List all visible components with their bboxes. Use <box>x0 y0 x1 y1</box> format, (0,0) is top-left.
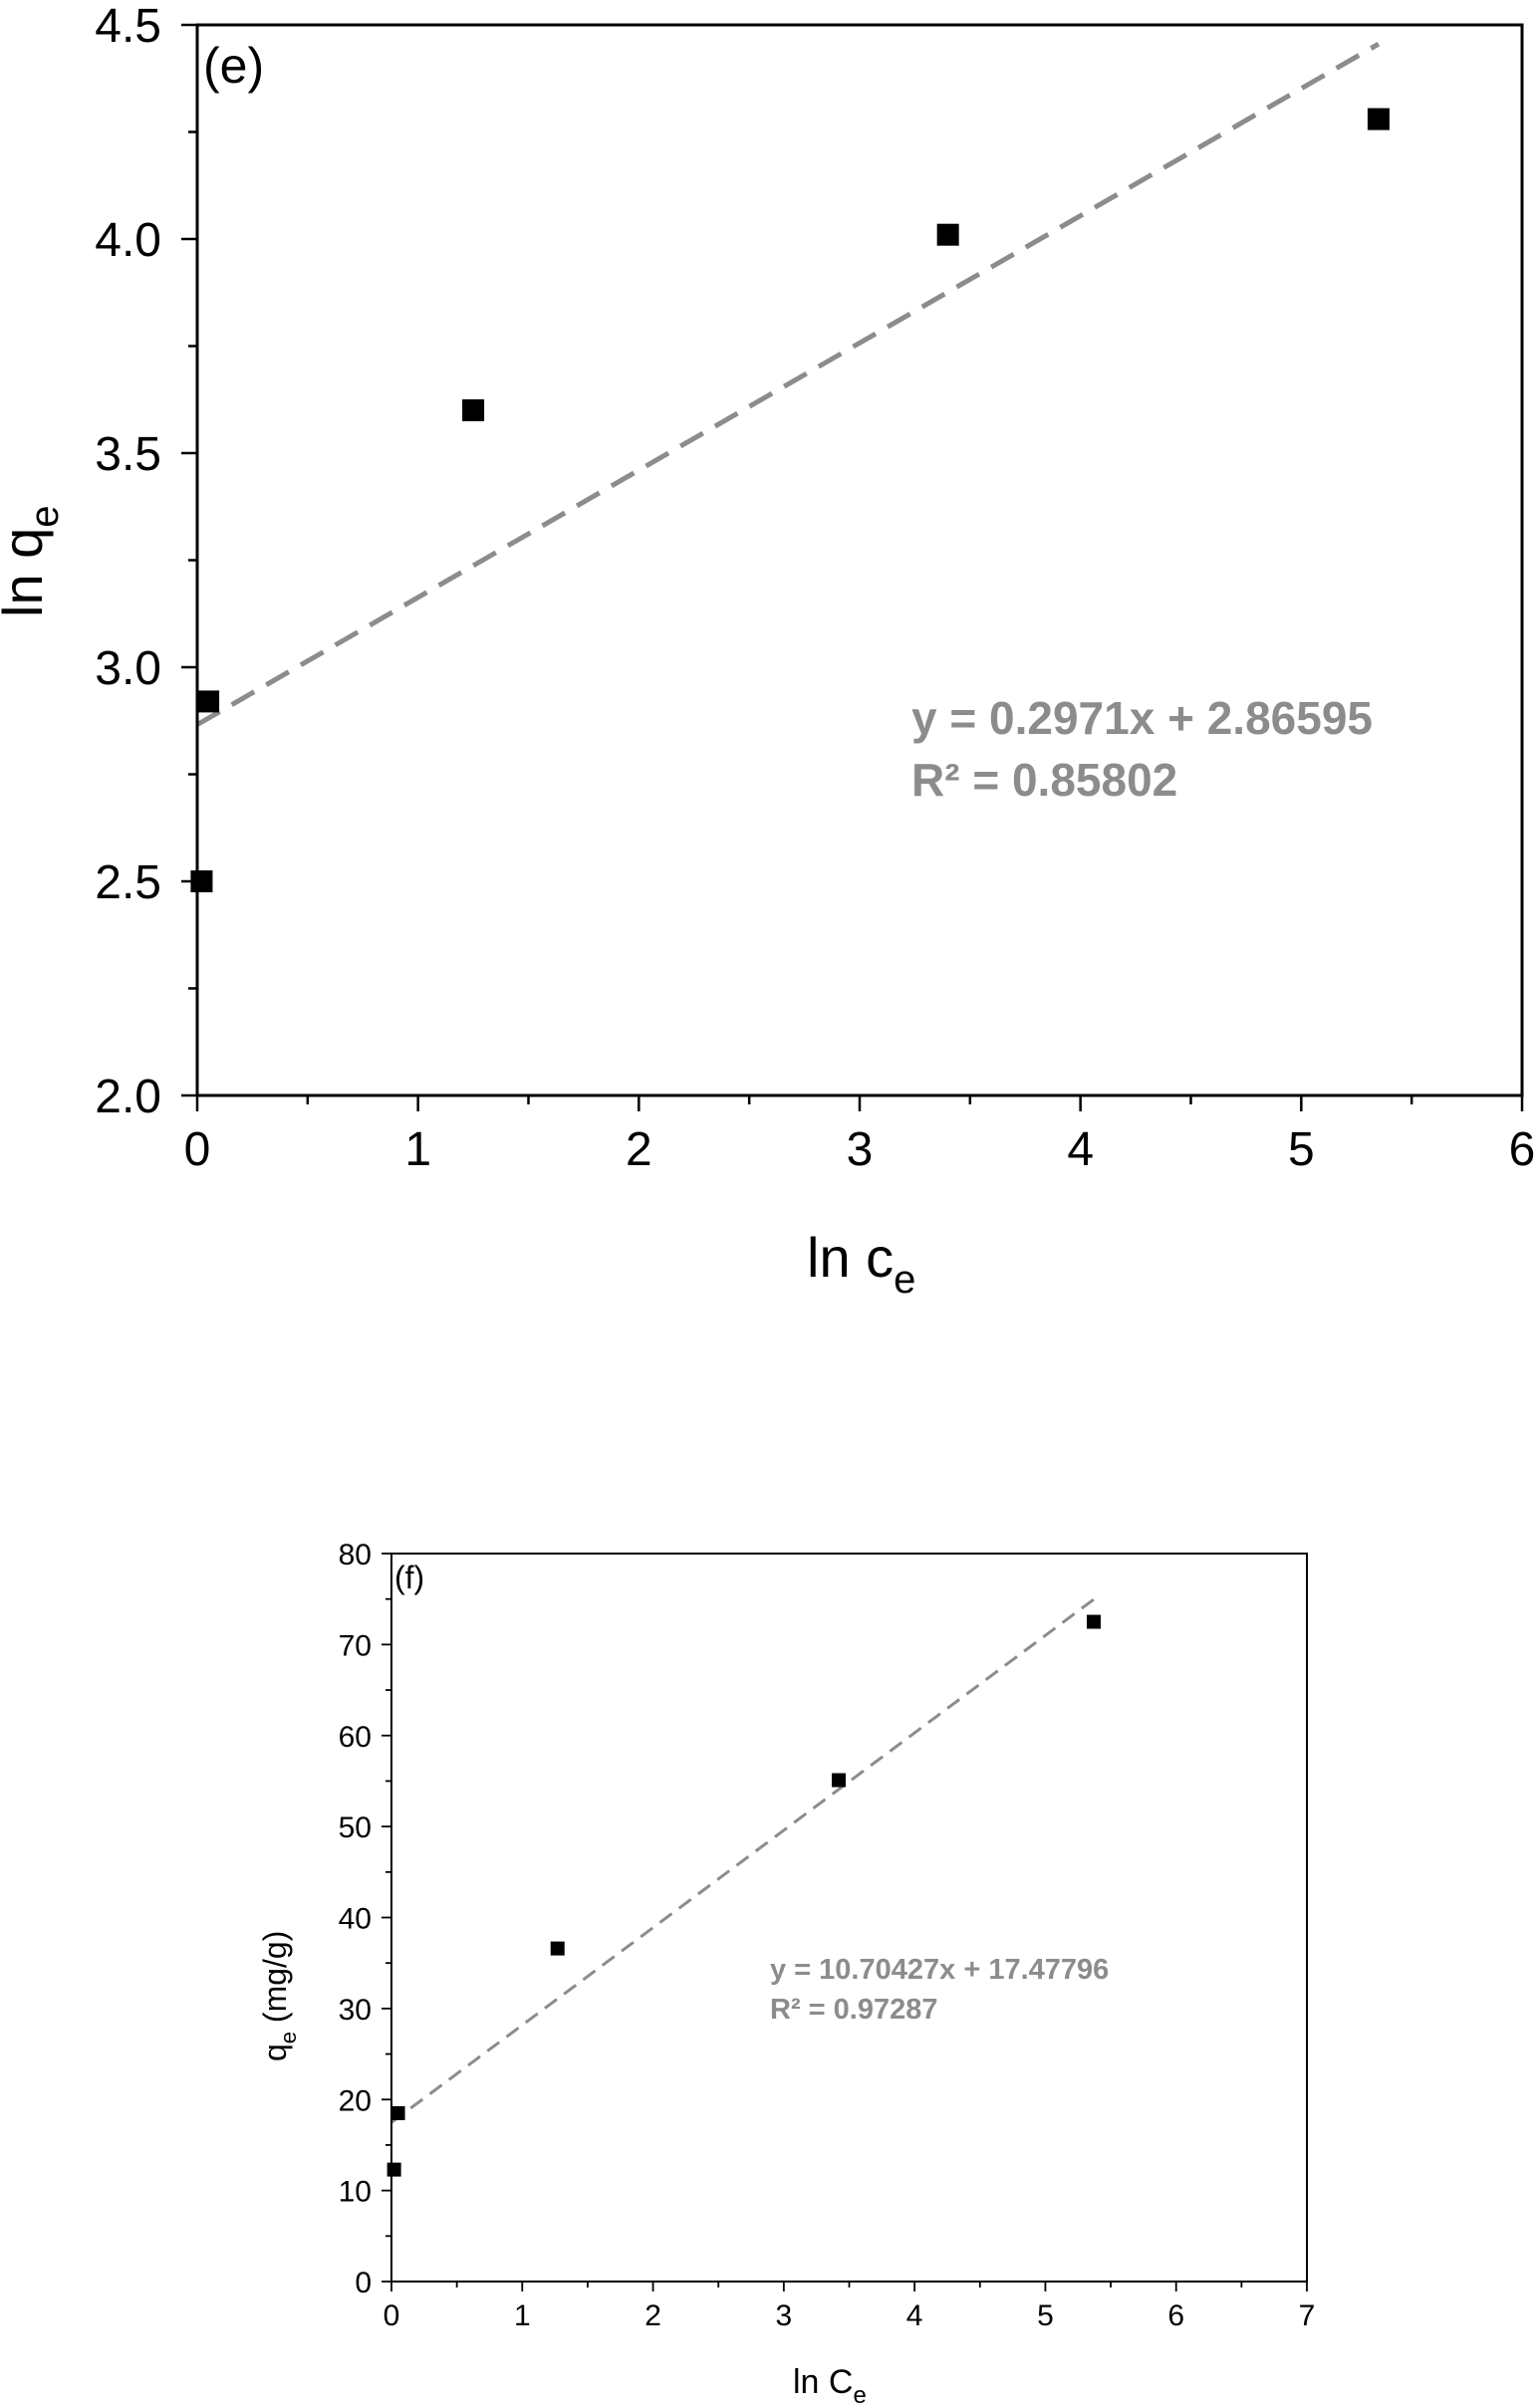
chart-f-y-tick-label: 80 <box>339 1539 372 1571</box>
chart-e-fit-equation: y = 0.2971x + 2.86595 <box>911 692 1373 744</box>
chart-f-x-tick-label: 1 <box>514 2299 531 2332</box>
chart-f-r-squared: R² = 0.97287 <box>770 1994 937 2026</box>
chart-f-points <box>386 1614 1102 2177</box>
chart-f-x-tick-label: 5 <box>1037 2299 1054 2332</box>
chart-e-x-tick-label: 0 <box>184 1123 211 1176</box>
chart-e-y-tick-label: 4.0 <box>95 214 161 267</box>
chart-f-fit-line <box>390 1597 1095 2124</box>
chart-f-y-axis-label: qe (mg/g) <box>257 1931 301 2061</box>
chart-e-r-squared: R² = 0.85802 <box>911 754 1177 806</box>
chart-e-plot-frame <box>195 23 1524 1097</box>
chart-f-y-tick-label: 50 <box>339 1811 372 1844</box>
chart-e-x-tick-label: 2 <box>626 1123 652 1176</box>
chart-e-data-point <box>1367 108 1390 130</box>
chart-f-grid-ticks <box>382 1553 1308 2291</box>
chart-e-x-tick-label: 5 <box>1288 1123 1315 1176</box>
chart-f-y-tick-label: 40 <box>339 1903 372 1936</box>
chart-f-y-tick-label: 70 <box>339 1629 372 1662</box>
chart-f-data-point <box>386 2162 401 2177</box>
chart-f-y-tick-label: 10 <box>339 2176 372 2209</box>
chart-e-x-tick-label: 1 <box>404 1123 431 1176</box>
chart-e-panel-label: (e) <box>203 38 264 94</box>
chart-e: 0 1 2 3 4 5 6 2.0 2.5 3.0 3.5 4.0 4.5 (e) ln ce ln q… <box>0 0 1535 1302</box>
chart-e-grid-ticks <box>181 23 1524 1111</box>
chart-f-y-tick-label: 60 <box>339 1721 372 1754</box>
chart-e-data-point <box>197 690 220 713</box>
chart-e-tick-labels: 0 1 2 3 4 5 6 2.0 2.5 3.0 3.5 4.0 4.5 <box>95 0 1535 1176</box>
chart-f-x-tick-label: 6 <box>1167 2299 1184 2332</box>
chart-f-y-tick-label: 20 <box>339 2084 372 2117</box>
chart-f-y-tick-label: 30 <box>339 1994 372 2027</box>
chart-f-y-tick-label: 0 <box>355 2267 372 2299</box>
chart-e-data-point <box>462 399 485 421</box>
chart-f-data-point <box>550 1941 565 1956</box>
chart-e-y-tick-label: 4.5 <box>95 0 161 53</box>
chart-f-data-point <box>831 1773 846 1788</box>
chart-e-x-tick-label: 6 <box>1509 1123 1536 1176</box>
chart-f-x-axis-label: ln Ce <box>793 2363 867 2408</box>
chart-e-y-tick-label: 2.5 <box>95 856 161 909</box>
chart-f-panel-label: (f) <box>394 1560 424 1595</box>
chart-e-data-point <box>190 870 213 892</box>
chart-f-x-tick-label: 2 <box>644 2299 661 2332</box>
chart-e-x-tick-label: 4 <box>1067 1123 1094 1176</box>
chart-e-data-point <box>936 223 959 246</box>
chart-e-x-tick-label: 3 <box>847 1123 874 1176</box>
chart-f-fit-equation: y = 10.70427x + 17.47796 <box>770 1954 1109 1986</box>
chart-f-x-tick-label: 0 <box>384 2299 400 2332</box>
chart-e-points <box>190 108 1390 892</box>
chart-e-y-axis-label: ln qe <box>0 505 67 617</box>
chart-e-x-axis-label: ln ce <box>807 1226 915 1302</box>
chart-f-x-tick-label: 4 <box>906 2299 923 2332</box>
chart-f-plot-frame <box>390 1553 1308 2283</box>
chart-f-data-point <box>390 2105 405 2120</box>
chart-f-x-tick-label: 7 <box>1299 2299 1316 2332</box>
chart-e-y-tick-label: 3.0 <box>95 642 161 695</box>
chart-e-y-tick-label: 3.5 <box>95 428 161 481</box>
chart-f-data-point <box>1087 1614 1102 1629</box>
chart-e-y-tick-label: 2.0 <box>95 1071 161 1123</box>
chart-f-x-tick-label: 3 <box>776 2299 793 2332</box>
chart-e-fit-line <box>195 41 1381 727</box>
